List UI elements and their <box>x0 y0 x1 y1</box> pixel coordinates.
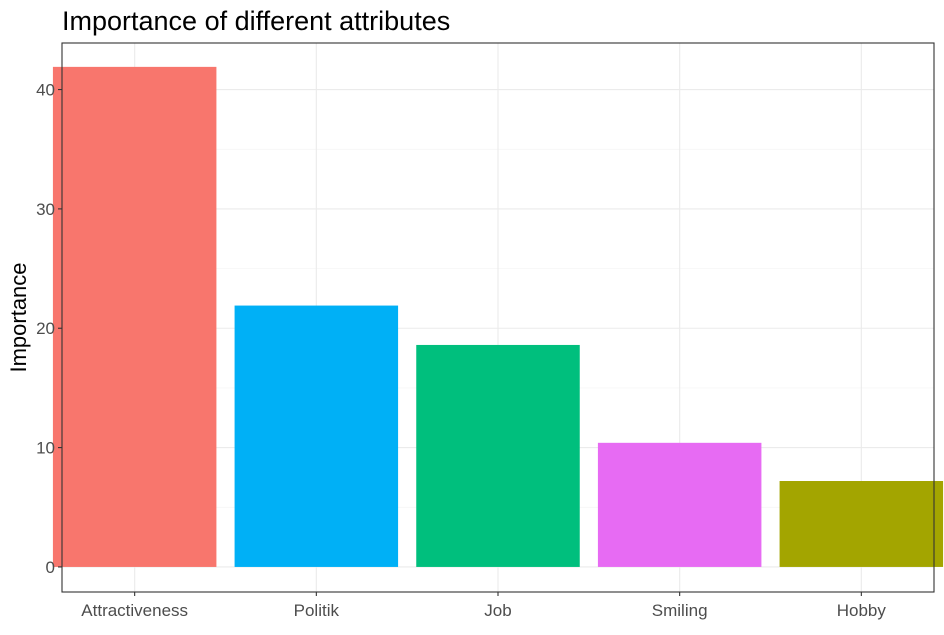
y-tick-label: 40 <box>36 81 55 100</box>
bar-smiling <box>597 442 762 567</box>
bar-job <box>416 344 580 567</box>
x-axis: Attractiveness Politik Job Smiling Hobby <box>81 592 886 620</box>
x-tick-label: Smiling <box>652 601 708 620</box>
y-tick-label: 30 <box>36 200 55 219</box>
y-axis: 0 10 20 30 40 <box>36 81 62 577</box>
chart-title: Importance of different attributes <box>62 6 450 36</box>
x-tick-label: Hobby <box>837 601 887 620</box>
bars <box>52 66 944 567</box>
x-tick-label: Job <box>484 601 511 620</box>
bar-attractiveness <box>52 66 217 567</box>
y-axis-title: Importance <box>6 262 31 372</box>
y-tick-label: 0 <box>46 558 55 577</box>
y-tick-label: 10 <box>36 439 55 458</box>
y-tick-label: 20 <box>36 319 55 338</box>
bar-hobby <box>779 481 944 567</box>
x-tick-label: Attractiveness <box>81 601 188 620</box>
x-tick-label: Politik <box>294 601 340 620</box>
bar-politik <box>234 305 399 567</box>
